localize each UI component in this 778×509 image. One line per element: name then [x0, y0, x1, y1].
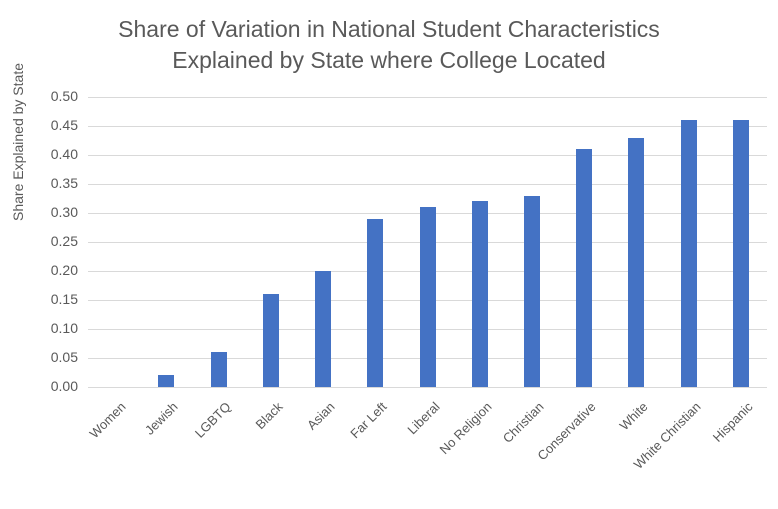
bar-conservative	[576, 149, 593, 387]
y-tick-label: 0.10	[50, 320, 78, 336]
bar-jewish	[158, 375, 175, 387]
gridline	[88, 387, 767, 388]
y-tick-label: 0.20	[50, 262, 78, 278]
x-tick-label: Women	[86, 399, 129, 442]
x-tick-label: White	[616, 399, 652, 434]
y-tick-label: 0.00	[50, 378, 78, 394]
bar-asian	[315, 271, 332, 387]
plot-area	[88, 97, 767, 388]
y-tick-label: 0.05	[50, 349, 78, 365]
bar-far-left	[367, 218, 384, 387]
bar-black	[262, 294, 279, 387]
y-tick-label: 0.40	[50, 146, 78, 162]
y-tick-label: 0.50	[50, 88, 78, 104]
x-tick-label: Far Left	[347, 399, 390, 442]
bar-christian	[523, 195, 540, 387]
y-tick-label: 0.45	[50, 117, 78, 133]
x-tick-label: LGBTQ	[191, 399, 234, 441]
gridline	[88, 97, 767, 98]
y-tick-label: 0.15	[50, 291, 78, 307]
y-tick-label: 0.25	[50, 233, 78, 249]
bar-white-christian	[680, 120, 697, 387]
gridline	[88, 184, 767, 185]
x-tick-label: Black	[252, 399, 286, 433]
x-tick-label: Asian	[304, 399, 338, 433]
y-tick-label: 0.30	[50, 204, 78, 220]
bar-lgbtq	[210, 352, 227, 387]
y-tick-label: 0.35	[50, 175, 78, 191]
bar-no-religion	[471, 201, 488, 387]
x-tick-label: Hispanic	[709, 399, 756, 445]
gridline	[88, 155, 767, 156]
x-tick-label: Christian	[499, 399, 547, 446]
x-tick-label: Liberal	[403, 399, 443, 438]
x-tick-label: Jewish	[142, 399, 181, 438]
chart-title: Share of Variation in National Student C…	[0, 14, 778, 76]
x-tick-label: Conservative	[534, 399, 599, 464]
gridline	[88, 126, 767, 127]
chart-title-line-1: Share of Variation in National Student C…	[118, 16, 660, 42]
bar-hispanic	[732, 120, 749, 387]
chart-title-line-2: Explained by State where College Located	[172, 47, 606, 73]
bar-white	[628, 137, 645, 387]
x-tick-label: No Religion	[436, 399, 495, 458]
bar-liberal	[419, 207, 436, 387]
x-tick-label: White Christian	[630, 399, 704, 472]
